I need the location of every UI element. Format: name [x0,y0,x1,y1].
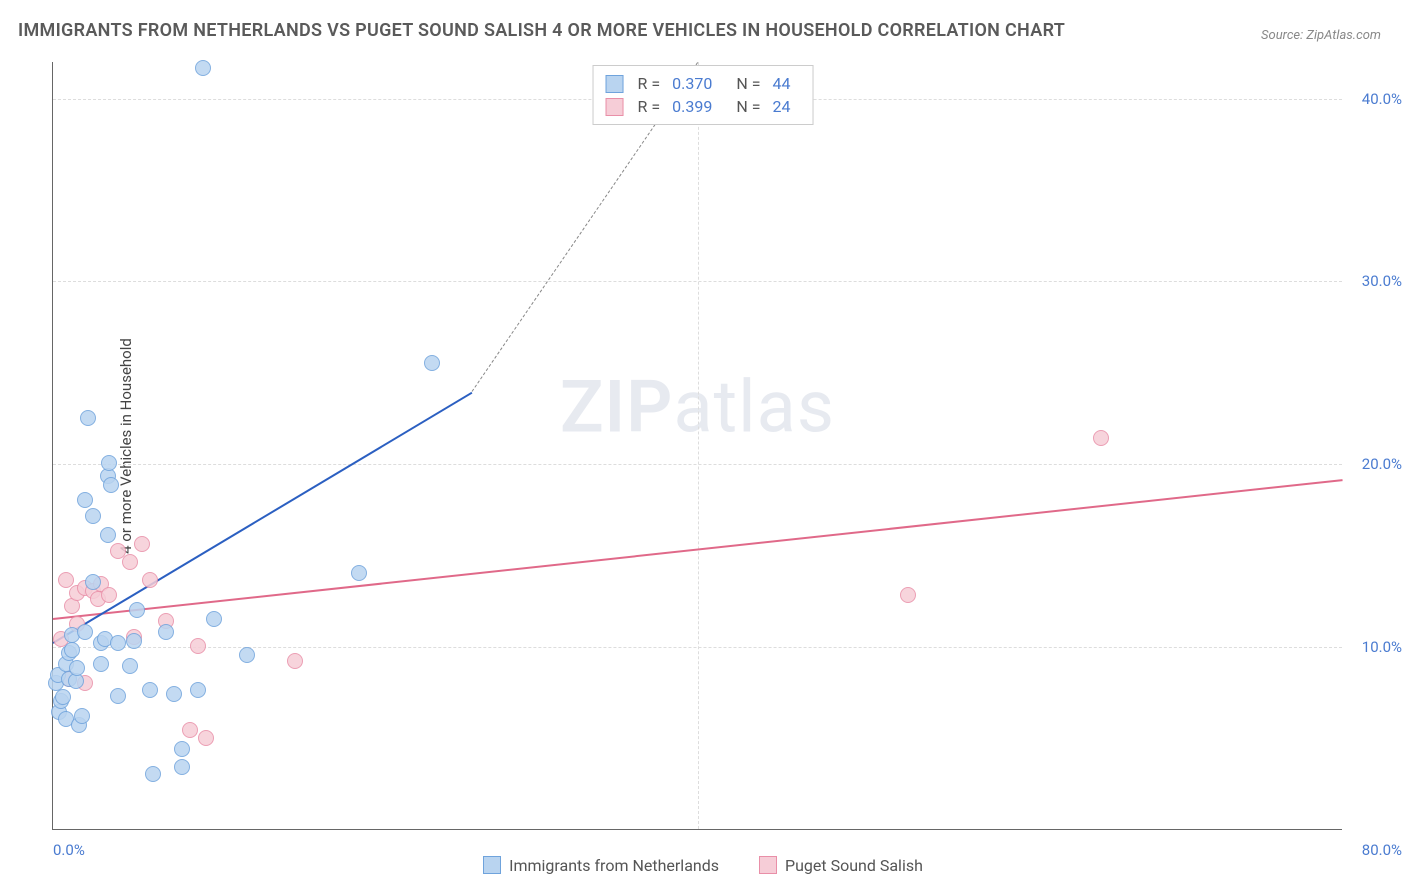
swatch-series1 [606,75,624,93]
r-value-series1: 0.370 [672,74,712,93]
n-value-series1: 44 [772,74,790,93]
data-point [195,60,211,76]
data-point [122,658,138,674]
data-point [110,635,126,651]
data-point [287,653,303,669]
data-point [142,682,158,698]
data-point [351,565,367,581]
n-label: N = [736,97,760,116]
r-value-series2: 0.399 [672,97,712,116]
data-point [158,624,174,640]
data-point [190,638,206,654]
data-point [198,730,214,746]
data-point [190,682,206,698]
legend-item-series2: Puget Sound Salish [759,856,923,875]
data-point [85,508,101,524]
data-point [64,642,80,658]
legend-item-series1: Immigrants from Netherlands [483,856,719,875]
data-point [101,455,117,471]
data-point [77,624,93,640]
data-point [126,633,142,649]
data-point [85,574,101,590]
data-point [77,492,93,508]
gridline-v [698,62,699,829]
data-point [93,656,109,672]
y-tick-label: 30.0% [1347,272,1402,290]
data-point [100,527,116,543]
data-point [900,587,916,603]
data-point [174,759,190,775]
data-point [424,355,440,371]
y-tick-label: 40.0% [1347,90,1402,108]
data-point [55,689,71,705]
data-point [206,611,222,627]
data-point [110,688,126,704]
data-point [142,572,158,588]
series1-label: Immigrants from Netherlands [509,856,719,875]
data-point [74,708,90,724]
data-point [1093,430,1109,446]
r-label: R = [638,97,661,116]
data-point [129,602,145,618]
chart-title: IMMIGRANTS FROM NETHERLANDS VS PUGET SOU… [18,20,1065,41]
stats-legend: R = 0.370 N = 44 R = 0.399 N = 24 [593,65,814,125]
data-point [101,587,117,603]
n-label: N = [736,74,760,93]
series2-label: Puget Sound Salish [785,856,923,875]
data-point [174,741,190,757]
swatch-series2-bottom [759,856,777,874]
swatch-series1-bottom [483,856,501,874]
data-point [239,647,255,663]
swatch-series2 [606,98,624,116]
trendline [52,391,472,643]
bottom-legend: Immigrants from Netherlands Puget Sound … [0,856,1406,879]
r-label: R = [638,74,661,93]
data-point [145,766,161,782]
data-point [69,660,85,676]
data-point [134,536,150,552]
y-tick-label: 10.0% [1347,638,1402,656]
n-value-series2: 24 [772,97,790,116]
data-point [166,686,182,702]
data-point [80,410,96,426]
source-label: Source: ZipAtlas.com [1261,28,1381,43]
y-tick-label: 20.0% [1347,455,1402,473]
legend-row-series2: R = 0.399 N = 24 [606,95,801,118]
data-point [103,477,119,493]
plot-area: ZIPatlas 10.0%20.0%30.0%40.0%0.0%80.0% [52,62,1342,830]
data-point [122,554,138,570]
data-point [182,722,198,738]
legend-row-series1: R = 0.370 N = 44 [606,72,801,95]
